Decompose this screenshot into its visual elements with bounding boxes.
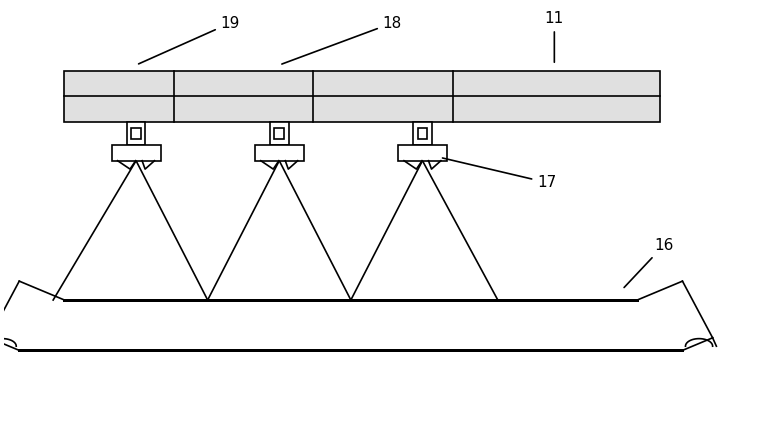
Bar [65,71,660,122]
Bar [274,128,284,139]
Text: 18: 18 [282,15,402,64]
Bar [126,122,146,145]
Text: 11: 11 [545,12,564,62]
Bar [398,145,447,160]
Text: 19: 19 [139,15,240,64]
Bar [111,145,161,160]
Text: 17: 17 [443,158,556,190]
Bar [413,122,432,145]
Bar [255,145,304,160]
Bar [418,128,427,139]
Bar [270,122,289,145]
Text: 16: 16 [624,238,674,288]
Bar [131,128,141,139]
